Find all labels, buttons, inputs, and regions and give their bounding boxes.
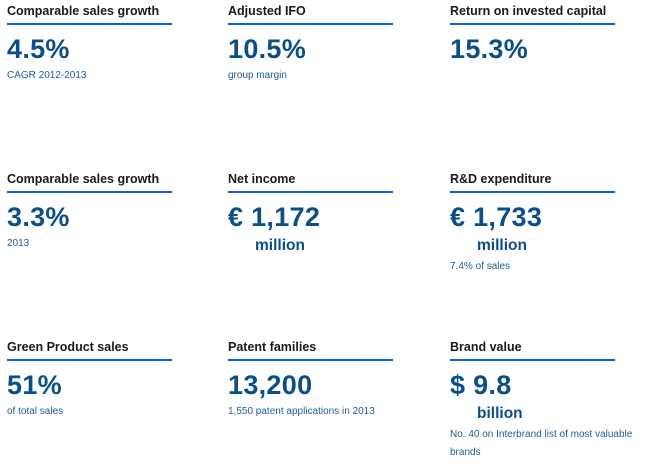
metric-card-green-product-sales: Green Product sales 51% of total sales: [7, 339, 172, 421]
metric-unit: million: [255, 237, 305, 254]
metric-value: 51%: [7, 370, 62, 400]
title-divider: [7, 23, 172, 25]
metric-subtitle: No. 40 on Interbrand list of most valuab…: [450, 429, 633, 458]
metric-title: Comparable sales growth: [7, 4, 160, 18]
metric-subtitle: 1,550 patent applications in 2013: [228, 406, 375, 417]
metric-value: 15.3%: [450, 34, 529, 64]
title-divider: [450, 359, 615, 361]
metric-value: € 1,733: [450, 202, 543, 232]
metric-subtitle: 2013: [7, 238, 30, 249]
metric-title: Patent families: [228, 340, 317, 354]
metric-card-rd-expenditure: R&D expenditure € 1,733 million 7.4% of …: [450, 171, 615, 276]
title-divider: [450, 23, 615, 25]
metric-card-adjusted-ifo: Adjusted IFO 10.5% group margin: [228, 3, 393, 85]
metric-card-roic: Return on invested capital 15.3%: [450, 3, 615, 64]
metric-title: Green Product sales: [7, 340, 129, 354]
title-divider: [7, 191, 172, 193]
title-divider: [228, 23, 393, 25]
metric-title: Return on invested capital: [450, 4, 607, 18]
metric-value: 3.3%: [7, 202, 70, 232]
metric-card-comparable-sales-2013: Comparable sales growth 3.3% 2013: [7, 171, 172, 253]
metric-card-net-income: Net income € 1,172 million: [228, 171, 393, 255]
metric-subtitle: of total sales: [7, 406, 64, 417]
metric-card-brand-value: Brand value $ 9.8 billion No. 40 on Inte…: [450, 339, 632, 462]
title-divider: [228, 359, 393, 361]
title-divider: [228, 191, 393, 193]
metric-title: Brand value: [450, 340, 522, 354]
title-divider: [7, 359, 172, 361]
metric-value: 13,200: [228, 370, 313, 400]
metric-card-patent-families: Patent families 13,200 1,550 patent appl…: [228, 339, 393, 421]
metric-subtitle: CAGR 2012-2013: [7, 70, 87, 81]
metric-subtitle: 7.4% of sales: [450, 261, 511, 272]
metric-value: € 1,172: [228, 202, 321, 232]
metric-card-comparable-sales-cagr: Comparable sales growth 4.5% CAGR 2012-2…: [7, 3, 172, 85]
metric-value: 4.5%: [7, 34, 70, 64]
metric-title: R&D expenditure: [450, 172, 552, 186]
metric-value: $ 9.8: [450, 370, 512, 400]
metric-unit: million: [477, 237, 527, 254]
title-divider: [450, 191, 615, 193]
metric-unit: billion: [477, 405, 523, 422]
metric-title: Comparable sales growth: [7, 172, 160, 186]
metric-title: Adjusted IFO: [228, 4, 306, 18]
metric-subtitle: group margin: [228, 70, 287, 81]
metric-title: Net income: [228, 172, 296, 186]
metric-value: 10.5%: [228, 34, 307, 64]
